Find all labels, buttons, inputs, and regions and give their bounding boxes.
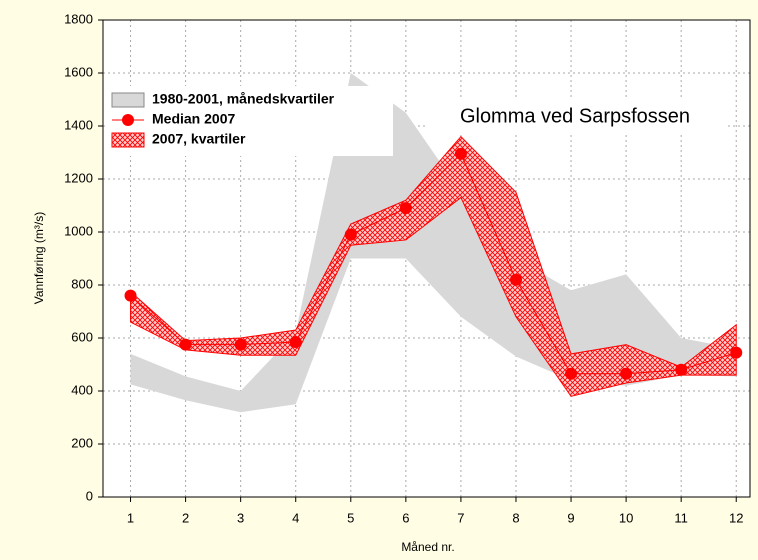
- legend-label: 1980-2001, månedskvartiler: [152, 91, 335, 107]
- plot-frame: [102, 19, 751, 498]
- x-tick-label: 1: [127, 510, 134, 525]
- x-tick-label: 12: [729, 510, 743, 525]
- x-tick-label: 3: [237, 510, 244, 525]
- legend-box: [108, 86, 393, 156]
- x-axis-label: Måned nr.: [401, 540, 454, 554]
- y-tick-label: 1000: [64, 223, 93, 238]
- x-tick-label: 6: [402, 510, 409, 525]
- y-tick-label: 400: [71, 382, 93, 397]
- median-point: [234, 338, 247, 351]
- median-point: [675, 363, 688, 376]
- x-tick-label: 9: [567, 510, 574, 525]
- median-point: [399, 202, 412, 215]
- chart-title: Glomma ved Sarpsfossen: [460, 105, 690, 127]
- median-point: [289, 335, 302, 348]
- legend-swatch: [122, 114, 134, 126]
- x-tick-label: 10: [619, 510, 633, 525]
- x-tick-label: 4: [292, 510, 299, 525]
- x-tick-label: 11: [674, 510, 688, 525]
- legend-swatch: [111, 92, 145, 108]
- legend-swatch: [111, 132, 145, 148]
- y-axis-label: Vannføring (m³/s): [32, 212, 46, 304]
- y-tick-label: 600: [71, 329, 93, 344]
- median-point: [620, 367, 633, 380]
- legend-label: Median 2007: [152, 111, 235, 127]
- median-line: [130, 152, 737, 375]
- y-tick-label: 800: [71, 276, 93, 291]
- band-area: [130, 73, 737, 413]
- x-tick-label: 5: [347, 510, 354, 525]
- y-tick-label: 1800: [64, 11, 93, 26]
- median-point: [509, 273, 522, 286]
- title-box: [425, 100, 725, 132]
- median-point: [124, 289, 137, 302]
- median-point: [730, 346, 743, 359]
- x-tick-label: 2: [182, 510, 189, 525]
- y-tick-label: 0: [86, 488, 93, 503]
- y-tick-label: 1600: [64, 64, 93, 79]
- y-tick-label: 1400: [64, 117, 93, 132]
- median-point: [454, 147, 467, 160]
- y-tick-label: 1200: [64, 170, 93, 185]
- x-tick-label: 8: [512, 510, 519, 525]
- legend-label: 2007, kvartiler: [152, 131, 246, 147]
- y-tick-label: 200: [71, 435, 93, 450]
- x-tick-label: 7: [457, 510, 464, 525]
- median-point: [344, 228, 357, 241]
- median-point: [179, 338, 192, 351]
- median-point: [565, 367, 578, 380]
